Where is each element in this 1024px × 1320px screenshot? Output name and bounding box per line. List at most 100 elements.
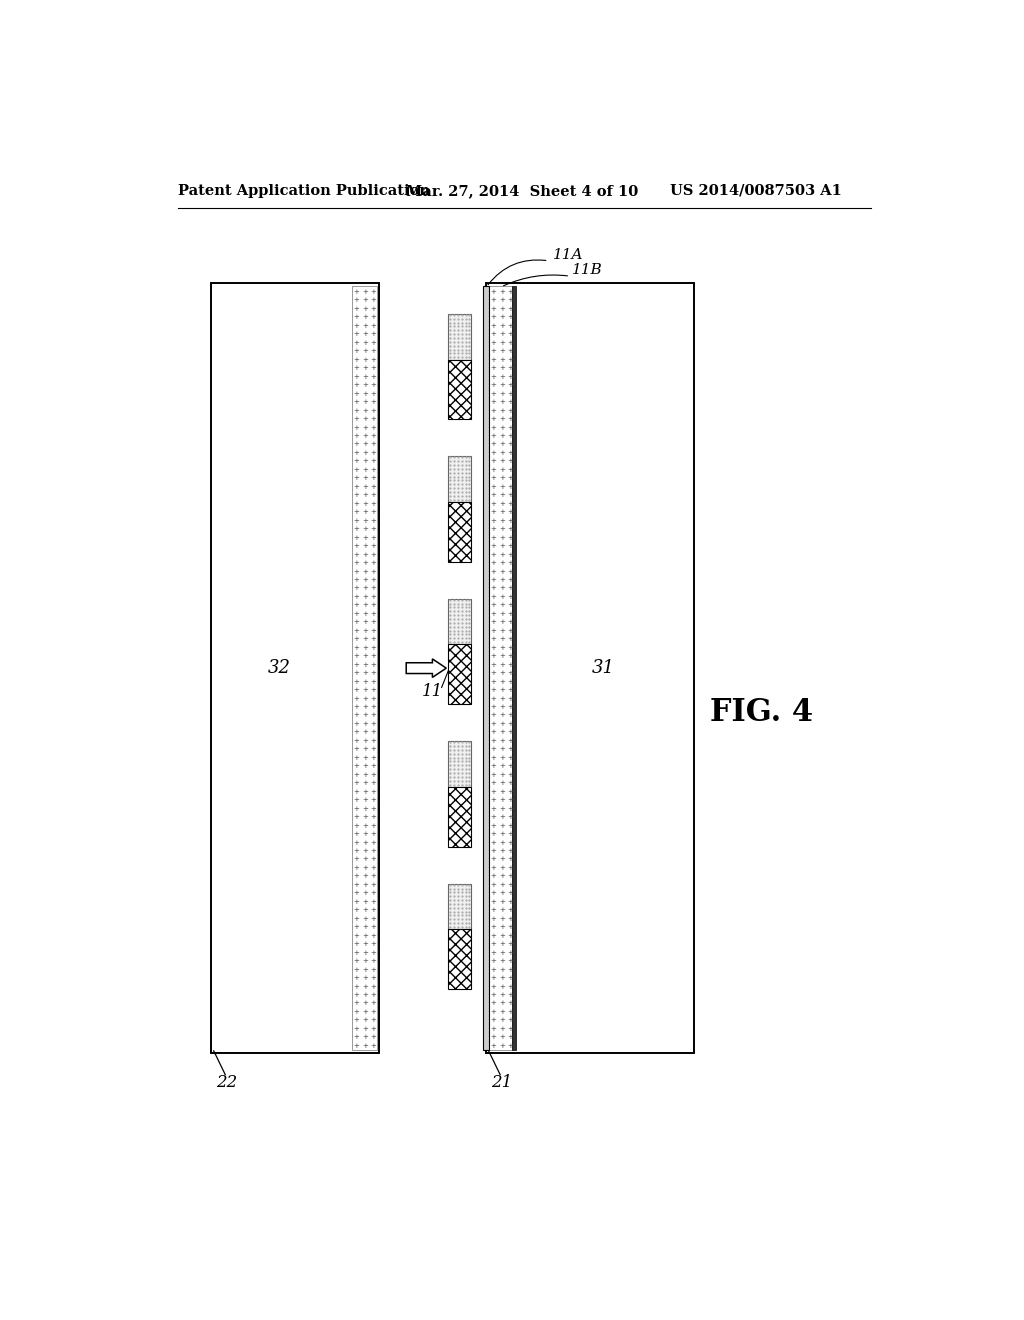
Text: +: + [499,1026,505,1032]
Text: +: + [490,306,497,312]
Text: +: + [362,933,368,939]
Text: +: + [508,535,513,541]
Text: +: + [508,348,513,354]
Text: +: + [508,661,513,668]
Text: +: + [499,441,505,447]
Text: +: + [490,517,497,524]
Text: +: + [490,772,497,777]
Text: +: + [362,289,368,294]
Text: +: + [371,1043,377,1049]
Text: +: + [371,865,377,871]
Text: +: + [371,899,377,904]
Text: +: + [499,797,505,803]
Text: +: + [508,467,513,473]
Text: +: + [490,857,497,862]
Text: +: + [508,1018,513,1023]
Text: +: + [353,713,359,718]
Text: +: + [371,797,377,803]
Text: +: + [362,840,368,846]
Text: +: + [490,314,497,321]
Bar [447,457,471,502]
Bar [447,884,471,929]
Text: +: + [490,713,497,718]
Text: +: + [353,763,359,770]
Text: +: + [508,527,513,532]
Text: +: + [508,323,513,329]
Text: +: + [362,907,368,913]
Text: +: + [353,772,359,777]
Text: +: + [362,594,368,599]
Text: +: + [490,441,497,447]
Text: +: + [499,569,505,574]
Text: +: + [353,492,359,498]
Text: +: + [508,1043,513,1049]
Text: US 2014/0087503 A1: US 2014/0087503 A1 [670,183,842,198]
Text: +: + [508,366,513,371]
Text: +: + [353,746,359,752]
Text: Mar. 27, 2014  Sheet 4 of 10: Mar. 27, 2014 Sheet 4 of 10 [407,183,639,198]
Text: +: + [490,780,497,787]
Text: +: + [490,433,497,440]
Text: +: + [490,416,497,422]
Text: +: + [353,543,359,549]
Text: +: + [371,348,377,354]
Text: +: + [508,653,513,659]
Text: +: + [353,475,359,482]
Text: +: + [490,958,497,964]
Text: +: + [353,484,359,490]
Text: +: + [508,847,513,854]
Text: +: + [508,941,513,948]
Text: +: + [490,535,497,541]
Text: +: + [499,678,505,685]
Text: +: + [353,688,359,693]
Text: +: + [499,636,505,643]
Bar [512,286,516,1051]
Text: +: + [353,983,359,990]
Text: +: + [353,696,359,701]
Text: +: + [371,510,377,515]
Text: +: + [371,704,377,710]
Text: +: + [362,721,368,727]
Text: +: + [508,966,513,973]
Text: +: + [353,671,359,676]
Text: +: + [353,857,359,862]
Text: +: + [353,416,359,422]
Text: +: + [353,425,359,430]
Text: +: + [353,653,359,659]
Text: +: + [371,306,377,312]
Text: +: + [490,730,497,735]
Text: +: + [353,1035,359,1040]
Text: +: + [490,602,497,609]
Text: +: + [508,1008,513,1015]
Text: +: + [490,492,497,498]
Text: +: + [490,289,497,294]
Text: +: + [490,983,497,990]
Text: +: + [490,899,497,904]
Text: +: + [499,805,505,812]
Text: +: + [490,738,497,744]
Text: +: + [353,738,359,744]
Text: +: + [371,933,377,939]
Text: +: + [508,484,513,490]
Text: +: + [371,891,377,896]
Text: +: + [362,560,368,566]
Text: +: + [353,289,359,294]
Text: +: + [353,366,359,371]
Text: +: + [508,475,513,482]
Text: +: + [362,780,368,787]
Text: +: + [362,441,368,447]
Text: +: + [499,941,505,948]
Text: +: + [362,805,368,812]
Text: +: + [362,1018,368,1023]
Text: +: + [362,339,368,346]
Text: +: + [362,763,368,770]
Text: +: + [499,721,505,727]
Text: +: + [353,314,359,321]
Text: +: + [371,907,377,913]
Text: +: + [362,314,368,321]
Text: +: + [353,535,359,541]
Text: 21: 21 [492,1074,512,1090]
Text: +: + [490,552,497,557]
Text: +: + [508,1001,513,1006]
Text: +: + [508,408,513,413]
